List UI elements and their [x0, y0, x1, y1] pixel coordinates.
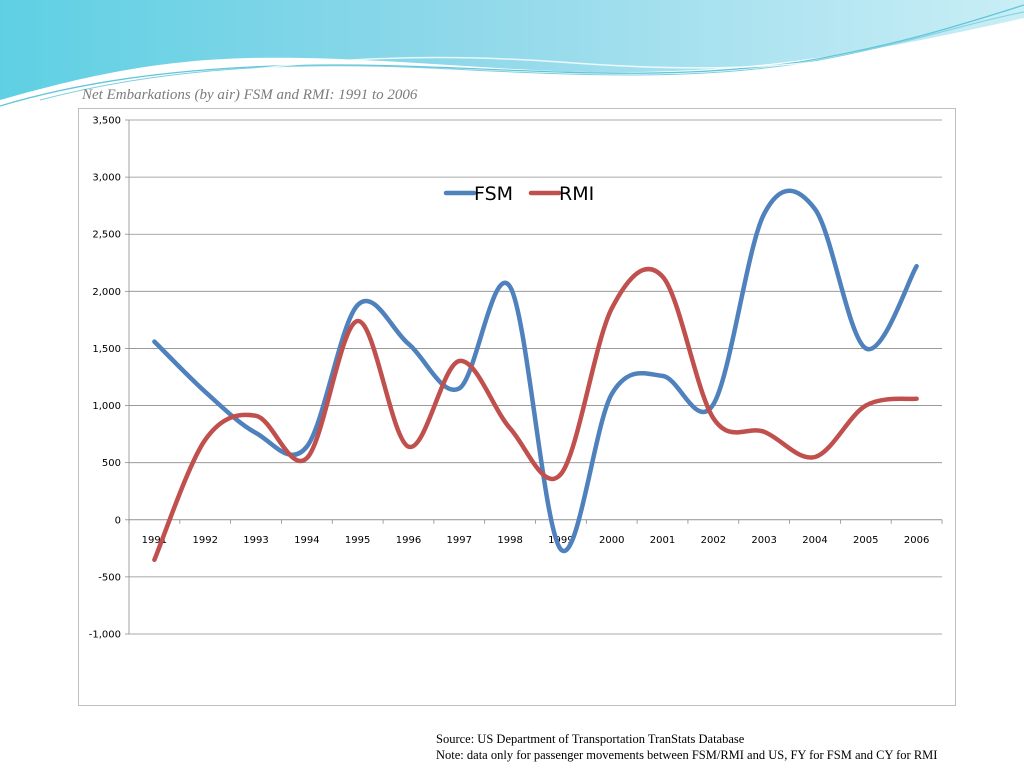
source-text: Source: US Department of Transportation …: [436, 732, 745, 746]
grid: [129, 119, 942, 635]
x-tick-label: 2000: [599, 535, 624, 546]
x-tick-label: 1994: [294, 535, 319, 546]
series-line-fsm: [152, 188, 919, 554]
y-tick-label: 2,500: [92, 230, 121, 241]
series-line-rmi: [152, 266, 919, 563]
y-tick-label: 3,000: [92, 173, 121, 184]
x-tick-label: 1999: [548, 535, 573, 546]
y-tick-label: 500: [102, 458, 121, 469]
y-tick-label: -500: [98, 572, 121, 583]
x-tick-label: 2003: [751, 535, 776, 546]
x-tick-label: 2002: [701, 535, 726, 546]
y-tick-label: -1,000: [89, 630, 121, 641]
wave-line: [0, 4, 1024, 107]
x-tick-label: 1995: [345, 535, 370, 546]
y-tick-labels: -1,000 -500 0 500 1,000 1,500 2,000 2,500 3,000 3…: [89, 116, 121, 641]
legend: FSM RMI: [443, 183, 594, 205]
x-tick-labels: 1991 1992 1993 1994 1995 1996 1997 1998 1999 2000…: [142, 535, 930, 546]
y-tick-label: 1,500: [92, 344, 121, 355]
line-chart: -1,000 -500 0 500 1,000 1,500 2,000 2,500 3,000 3…: [89, 116, 943, 641]
x-tick-label: 2005: [853, 535, 878, 546]
wave-line: [39, 11, 1024, 101]
slide-title: Net Embarkations (by air) FSM and RMI: 1…: [82, 87, 418, 103]
y-tick-label: 1,000: [92, 401, 121, 412]
axes: [125, 119, 943, 635]
x-tick-label: 1996: [396, 535, 421, 546]
legend-label-rmi: RMI: [559, 183, 594, 205]
x-tick-label: 2006: [904, 535, 929, 546]
x-tick-label: 2001: [650, 535, 675, 546]
note-text: Note: data only for passenger movements …: [436, 748, 938, 762]
x-tick-label: 1993: [243, 535, 268, 546]
y-tick-label: 3,500: [92, 116, 121, 127]
series-lines: [152, 188, 919, 563]
x-tick-label: 1991: [142, 535, 167, 546]
wave-shape: [0, 0, 1024, 100]
wave-line: [149, 21, 1024, 86]
x-tick-label: 1992: [192, 535, 217, 546]
x-tick-label: 1998: [497, 535, 522, 546]
x-tick-label: 2004: [802, 535, 827, 546]
y-tick-label: 2,000: [92, 287, 121, 298]
legend-label-fsm: FSM: [474, 183, 513, 205]
x-tick-label: 1997: [447, 535, 472, 546]
source-note: Source: US Department of Transportation …: [436, 731, 937, 763]
y-tick-label: 0: [115, 515, 121, 526]
